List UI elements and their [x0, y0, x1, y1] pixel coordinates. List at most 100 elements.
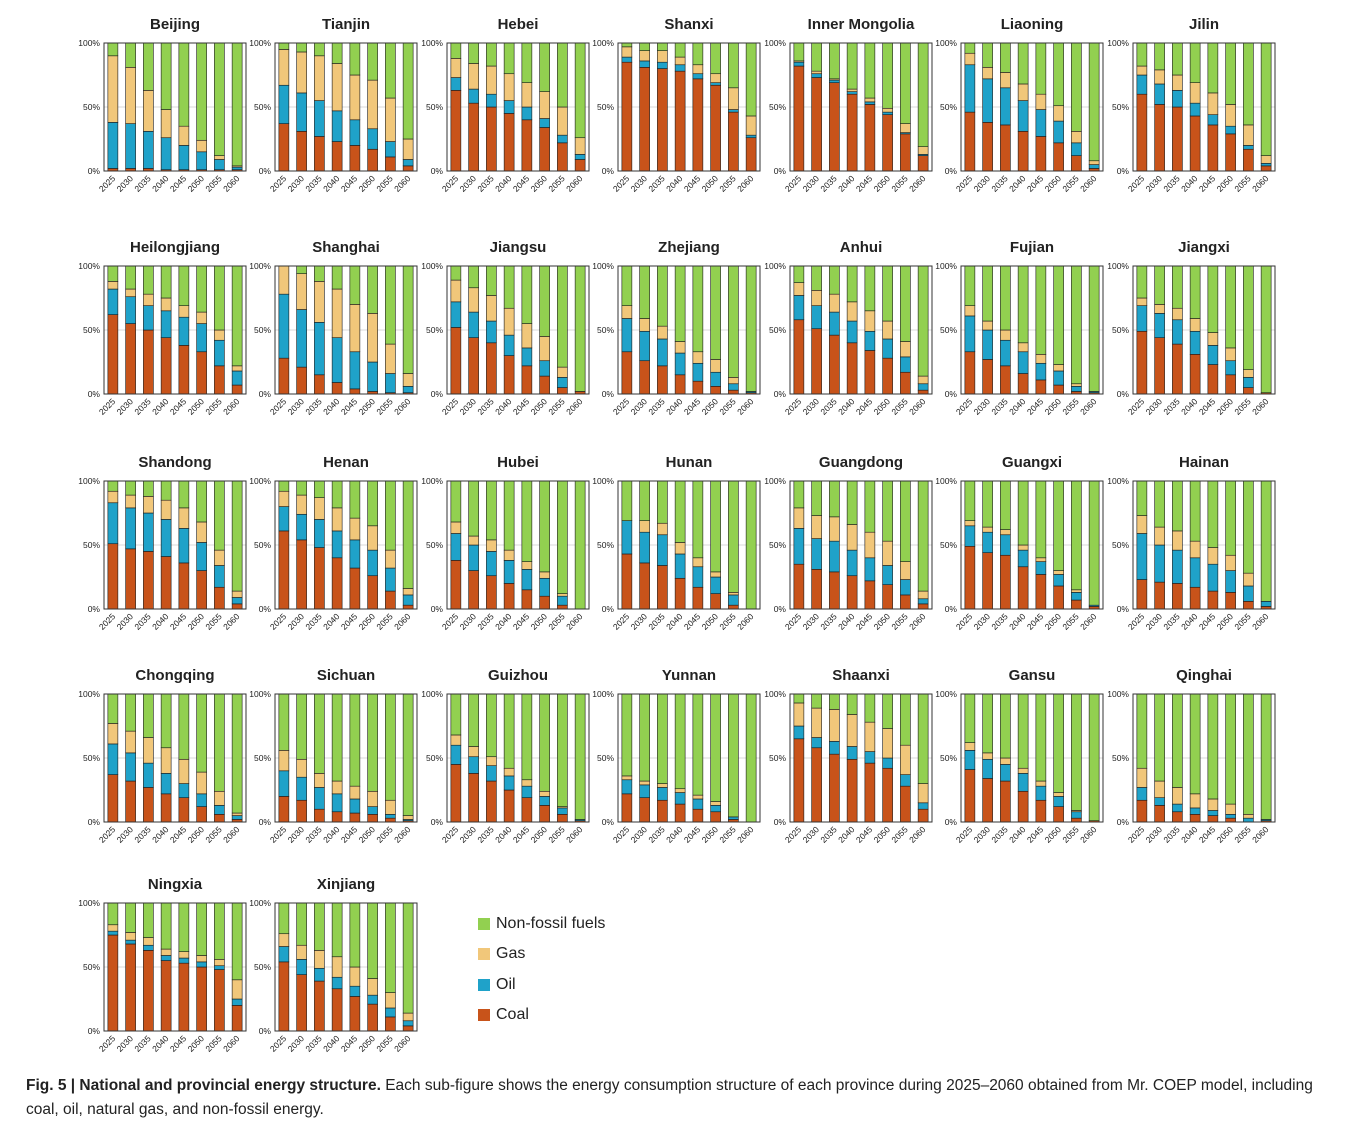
- panel-jiangxi: Jiangxi 0% 50% 100% 202520302035204020452050…: [1107, 239, 1276, 417]
- x-tick-label: 2030: [801, 173, 822, 194]
- x-tick-label: 2035: [132, 173, 153, 194]
- bar-segment-non-fossil: [621, 42, 633, 48]
- x-tick-label: 2030: [286, 396, 307, 417]
- x-tick-label: 2025: [611, 396, 632, 417]
- y-tick-label: 0%: [602, 166, 615, 176]
- y-tick-label: 100%: [764, 689, 786, 699]
- bar-segment-gas: [231, 979, 243, 1000]
- bar-segment-non-fossil: [811, 265, 822, 291]
- bar-segment-gas: [917, 783, 929, 804]
- bar-segment-gas: [657, 522, 668, 536]
- bar-segment-non-fossil: [1189, 42, 1201, 83]
- x-tick-label: 2045: [854, 173, 875, 194]
- bar-segment-oil: [196, 542, 207, 571]
- bar-segment-non-fossil: [367, 265, 378, 314]
- bar-segment-coal: [1071, 817, 1082, 823]
- bar-segment-oil: [178, 316, 190, 346]
- bar-segment-coal: [385, 817, 396, 823]
- bar-segment-non-fossil: [692, 693, 704, 796]
- bar-segment-coal: [214, 814, 225, 823]
- bar-segment-non-fossil: [793, 480, 805, 509]
- x-tick-label: 2025: [268, 1033, 289, 1054]
- bar-segment-coal: [917, 808, 929, 823]
- plot-frame: [1132, 693, 1276, 823]
- y-tick-label: 50%: [597, 102, 614, 112]
- bar-segment-oil: [107, 743, 119, 775]
- bar-segment-oil: [331, 337, 343, 383]
- bar-segment-oil: [829, 741, 840, 755]
- bar-segment-oil: [882, 111, 893, 115]
- panel-shanghai: Shanghai0%50%100%20252030203520402045205…: [249, 239, 418, 417]
- bar-segment-coal: [900, 785, 911, 823]
- bar-segment-oil: [1189, 807, 1201, 815]
- bar-segment-oil: [107, 930, 119, 936]
- y-tick-label: 50%: [597, 540, 614, 550]
- bar-segment-gas: [882, 728, 893, 759]
- bar-segment-oil: [1017, 351, 1029, 374]
- bar-segment-gas: [486, 539, 497, 552]
- bar-segment-coal: [1071, 599, 1082, 610]
- bar-segment-coal: [385, 156, 396, 172]
- bar-segment-oil: [196, 151, 207, 171]
- bar-segment-coal: [692, 808, 704, 823]
- x-tick-label: 2025: [954, 396, 975, 417]
- bar-segment-non-fossil: [349, 265, 361, 305]
- bar-segment-non-fossil: [1260, 265, 1272, 394]
- bar-segment-coal: [657, 365, 668, 395]
- bar-segment-oil: [503, 775, 515, 791]
- bar-segment-non-fossil: [521, 693, 533, 781]
- bar-segment-non-fossil: [214, 902, 225, 960]
- panel-hebei: Hebei0%50%100%20252030203520402045205020…: [421, 16, 590, 194]
- x-tick-label: 2050: [186, 611, 207, 632]
- bar-segment-non-fossil: [557, 693, 568, 807]
- bar-segment-gas: [846, 88, 858, 92]
- x-tick-label: 2035: [818, 611, 839, 632]
- bar-segment-non-fossil: [1172, 693, 1183, 788]
- bar-segment-coal: [674, 577, 686, 610]
- x-tick-label: 2035: [646, 396, 667, 417]
- bar-segment-oil: [468, 544, 479, 571]
- bar-segment-oil: [900, 774, 911, 787]
- bar-segment-non-fossil: [793, 42, 805, 62]
- bar-segment-coal: [1243, 148, 1254, 172]
- bar-segment-gas: [402, 138, 414, 160]
- bar-segment-non-fossil: [539, 42, 550, 92]
- y-tick-label: 50%: [254, 753, 271, 763]
- x-tick-label: 2050: [1215, 173, 1236, 194]
- y-tick-label: 50%: [254, 102, 271, 112]
- bar-segment-coal: [178, 797, 190, 823]
- bar-segment-gas: [143, 293, 154, 306]
- panel-hunan: Hunan0%50%100%20252030203520402045205020…: [592, 454, 761, 632]
- bar-segment-gas: [1243, 814, 1254, 819]
- legend-label-non-fossil: Non-fossil fuels: [496, 915, 606, 932]
- x-tick-label: 2035: [1161, 824, 1182, 845]
- bar-segment-non-fossil: [982, 480, 993, 528]
- x-tick-label: 2025: [268, 396, 289, 417]
- bar-segment-oil: [143, 305, 154, 331]
- x-tick-label: 2050: [529, 396, 550, 417]
- bar-segment-oil: [196, 961, 207, 968]
- x-tick-label: 2050: [872, 173, 893, 194]
- x-tick-label: 2050: [700, 824, 721, 845]
- bar-segment-gas: [1154, 780, 1165, 798]
- bar-segment-non-fossil: [1035, 693, 1047, 782]
- y-tick-label: 0%: [88, 817, 101, 827]
- bar-segment-oil: [331, 976, 343, 990]
- bar-segment-coal: [900, 371, 911, 395]
- plot-frame: [274, 265, 418, 395]
- y-tick-label: 0%: [774, 389, 787, 399]
- panel-henan: Henan0%50%100%20252030203520402045205020…: [249, 454, 418, 632]
- x-tick-label: 2055: [889, 611, 910, 632]
- bar-segment-gas: [349, 74, 361, 121]
- bar-segment-oil: [385, 1007, 396, 1018]
- bar-segment-non-fossil: [1088, 42, 1100, 162]
- bar-segment-non-fossil: [1000, 693, 1011, 759]
- bar-segment-oil: [728, 109, 739, 113]
- bar-segment-gas: [829, 709, 840, 742]
- bar-segment-oil: [692, 566, 704, 588]
- bar-segment-non-fossil: [107, 42, 119, 57]
- bar-segment-oil: [278, 506, 290, 532]
- bar-segment-oil: [450, 744, 462, 765]
- bar-segment-gas: [143, 90, 154, 132]
- bar-segment-non-fossil: [1225, 42, 1236, 105]
